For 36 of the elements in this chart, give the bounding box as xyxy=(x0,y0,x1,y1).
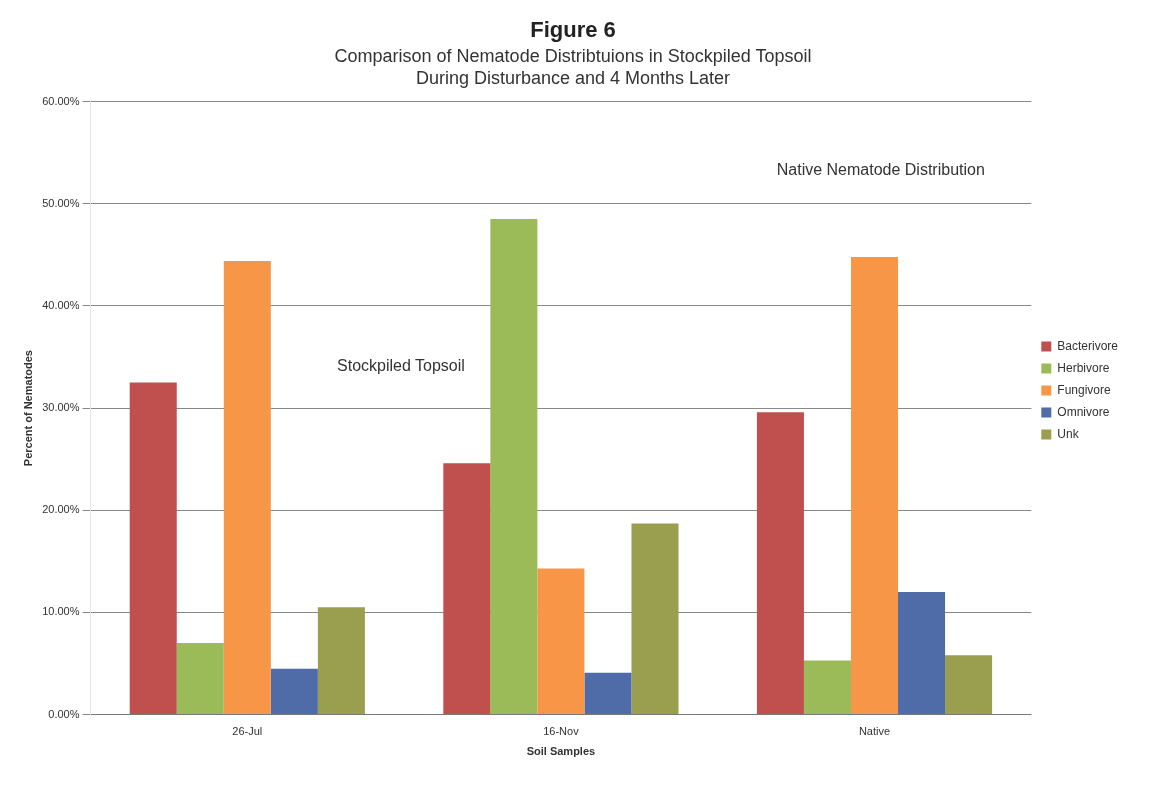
legend-label: Omnivore xyxy=(1057,404,1110,419)
chart-title: Figure 6 xyxy=(530,17,616,43)
bar xyxy=(898,592,946,715)
x-tick-label: Native xyxy=(858,725,891,738)
y-tick-label: 60.00% xyxy=(42,94,80,107)
x-tick-label: 26-Jul xyxy=(232,725,263,738)
bar xyxy=(317,607,365,715)
bar xyxy=(490,219,538,715)
x-tick-label: 16-Nov xyxy=(543,725,580,738)
bar xyxy=(631,523,679,715)
y-tick-label: 20.00% xyxy=(42,503,80,516)
bar xyxy=(176,643,224,715)
bar xyxy=(803,660,851,715)
bar xyxy=(443,463,491,715)
bar xyxy=(223,260,271,715)
chart-subtitle: Comparison of Nematode Distribtuions in Stockpiled Topsoil During Disturbance and 4 Months Later xyxy=(334,46,812,88)
legend-label: Herbivore xyxy=(1057,360,1110,375)
bar xyxy=(537,568,585,715)
legend-label: Unk xyxy=(1057,426,1080,441)
y-tick-label: 0.00% xyxy=(48,707,80,720)
y-tick-label: 10.00% xyxy=(42,605,80,618)
y-tick-label: 30.00% xyxy=(42,401,80,414)
y-tick-label: 50.00% xyxy=(42,196,80,209)
legend-label: Bacterivore xyxy=(1057,338,1119,353)
bar xyxy=(945,655,993,715)
y-tick-label: 40.00% xyxy=(42,298,80,311)
bar xyxy=(270,668,318,715)
bar xyxy=(850,256,899,715)
bar xyxy=(129,382,177,715)
x-axis-title: Soil Samples xyxy=(526,745,596,758)
annotation: Native Nematode Distribution xyxy=(776,161,985,179)
bar xyxy=(584,672,632,715)
y-axis-title: Percent of Nematodes xyxy=(21,350,34,467)
annotation: Stockpiled Topsoil xyxy=(337,357,465,375)
bar xyxy=(756,412,804,715)
legend-label: Fungivore xyxy=(1057,382,1111,397)
